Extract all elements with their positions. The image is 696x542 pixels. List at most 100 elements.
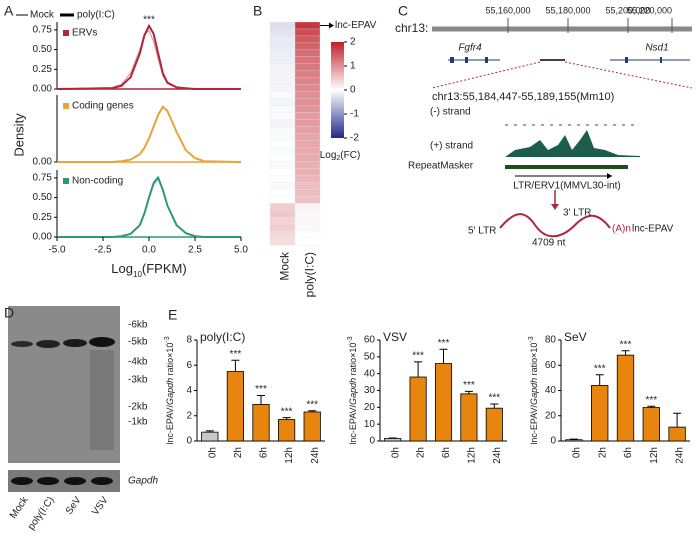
heatmap-cell [269,189,296,197]
x-tick-label: 12h [467,447,478,464]
bar [252,403,270,442]
y-tick-label: 0.00 [33,232,53,243]
heatmap-cell [269,161,296,169]
bar [226,371,244,442]
coord-label: 55,200,000 [605,5,650,15]
y-tick-label: 0.25 [33,64,53,75]
x-tick-label: 6h [259,447,270,458]
colorbar-label-part: (FC) [340,150,360,161]
panel-label: E [168,307,177,323]
heatmap-cell [269,133,296,141]
genome-layout [431,26,693,238]
panel-label: C [398,3,408,19]
heatmap-cell [294,140,321,148]
x-tick-label: 0h [390,447,401,458]
heatmap-cell [269,203,296,211]
bar [642,407,660,442]
y-tick-label: 10 [364,419,376,430]
heatmap-cell [269,230,296,239]
heatmap-cell [294,91,321,100]
heatmap-cell [269,147,296,155]
error-bar [257,395,265,405]
gene-name: Fgfr4 [458,43,482,54]
heatmap-cell [294,98,321,107]
error-bar [647,405,656,408]
heatmap-cell [294,70,321,79]
density-line [57,175,241,238]
bar [434,363,453,442]
significance: *** [594,363,606,374]
heatmap-cell [294,105,321,114]
y-axis-label-part: -3 [528,336,535,342]
y-tick-label: 0.50 [33,44,53,55]
error-bar [464,390,473,394]
x-tick-label: 12h [284,447,295,464]
heatmap-cell [269,175,296,183]
panel-label: B [253,3,262,19]
heatmap-cell [294,35,321,44]
bar [201,431,219,442]
y-tick-label: 0.50 [33,192,53,203]
y-tick-label: 4 [186,385,192,396]
marker-label: -6kb [128,320,148,331]
heatmap-cell [269,63,296,72]
bar [303,411,321,442]
y-axis-label-part: ratio×10 [348,343,358,378]
subplot-label: ERVs [72,28,97,39]
heatmap-cell [269,140,296,148]
heatmap-cell [294,56,321,65]
heatmap-cell [269,98,296,107]
annotation: lnc-EPAV [335,20,377,31]
y-tick-label: 0.75 [33,173,53,184]
heatmap-cell [269,77,296,86]
heatmap-cell [269,216,296,225]
coord-label: 55,220,000 [627,5,672,15]
significance: *** [230,349,242,360]
y-tick-label: 8 [186,335,192,346]
x-tick-label: 12h [649,447,660,464]
loading-label: Gapdh [128,476,158,487]
colorbar-label: Log2(FC) [320,150,361,163]
heatmap-cell [269,49,296,58]
heatmap-cell [269,84,296,93]
y-tick-label: 80 [545,335,557,346]
x-tick-label: 0.0 [142,245,156,256]
ltr-label: 3' LTR [563,208,591,219]
heatmap-cell [294,189,321,197]
chart-title: poly(I:C) [200,330,245,344]
legend-swatch [63,178,69,184]
lane-label: poly(I:C) [26,495,57,532]
heatmap-cell [269,56,296,65]
significance: *** [306,399,318,410]
y-axis-label: lnc-EPAV/Gapdh ratio×10-3 [347,336,358,444]
lane-label: Mock [8,494,31,521]
legend-swatch [63,103,69,109]
y-axis-label-part: Gapdh [348,378,358,405]
y-axis-label-part: ratio×10 [529,343,539,378]
y-tick-label: 30 [364,385,376,396]
y-axis-label: Density [11,113,26,157]
significance: *** [620,339,632,350]
heatmap-cell [294,230,321,239]
x-tick-label: 2h [597,447,608,458]
error-bar [439,348,448,364]
heatmap-cell [294,182,321,190]
error-bar [595,374,604,386]
heatmap-cell [269,91,296,100]
colorbar-tick-label: -2 [350,133,359,144]
bar [384,438,402,442]
heatmap-cell [269,126,296,134]
panel-label: D [4,305,14,321]
chart-title: SeV [564,330,587,344]
y-tick-label: 0 [550,436,556,447]
y-axis-label-part: -3 [347,336,354,342]
error-bar [490,403,499,409]
x-tick-label: -5.0 [48,245,66,256]
heatmap-cell [269,223,296,232]
heatmap-cell [269,70,296,79]
arrow-head [329,22,334,29]
subplot-label: Non-coding [72,176,123,187]
bar [409,376,427,442]
y-tick-label: 0.75 [33,25,53,36]
colorbar-label-part: 2 [336,155,340,162]
